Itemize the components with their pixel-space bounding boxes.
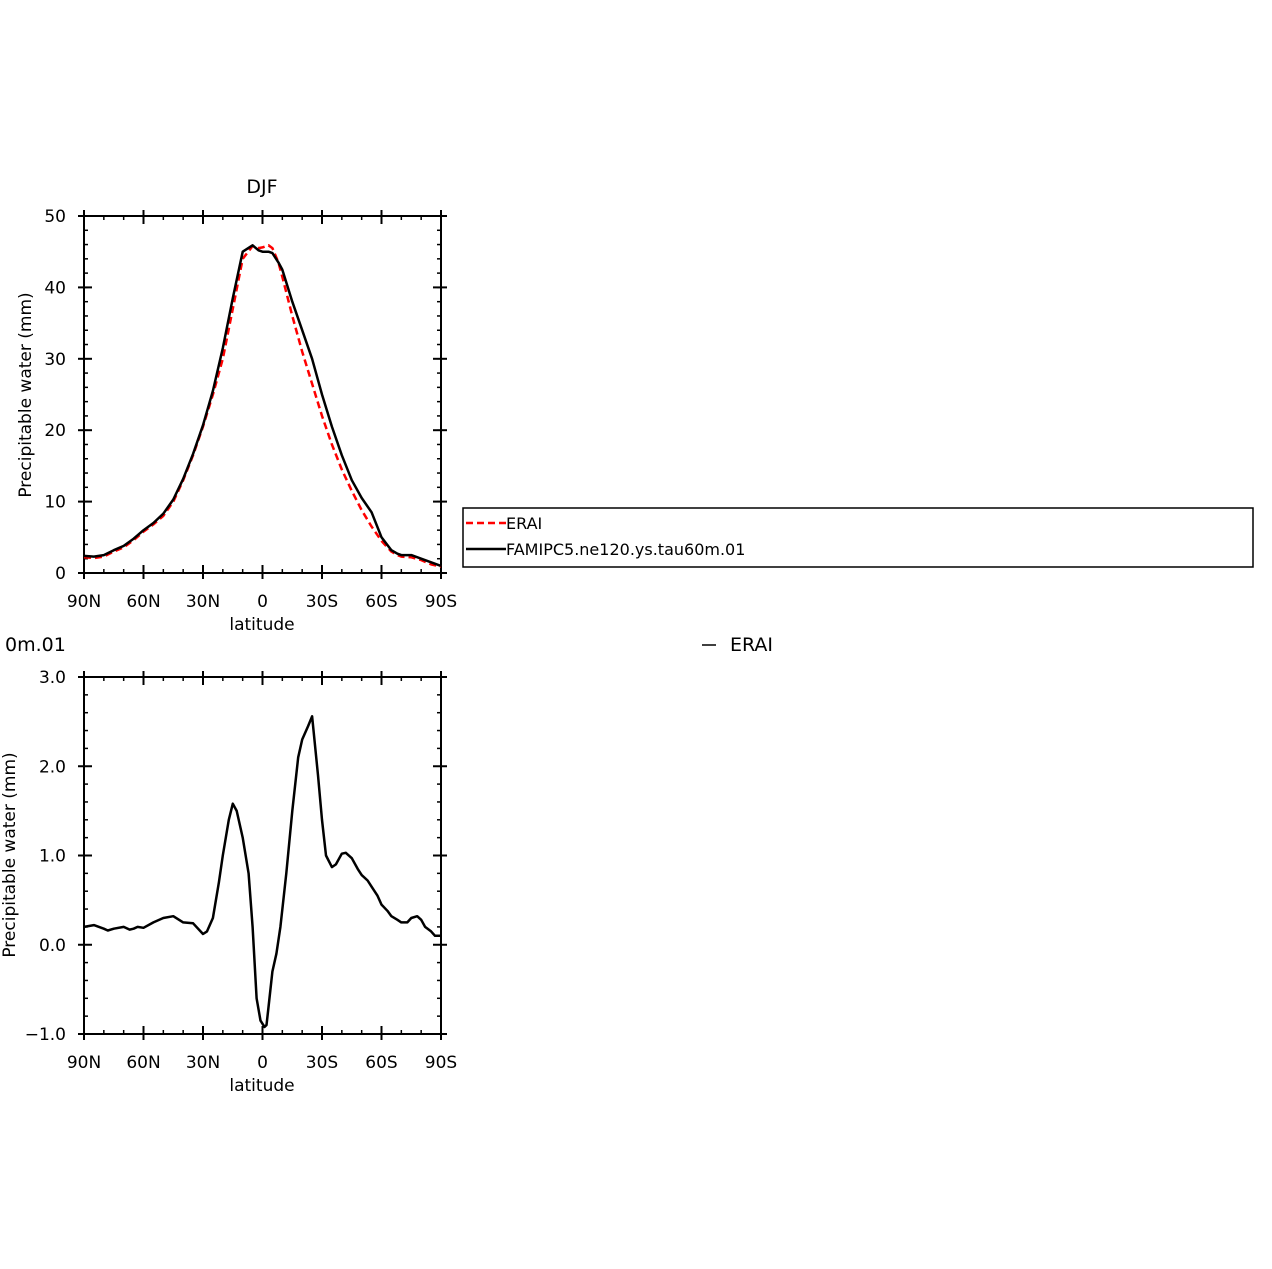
legend-label-erai: ERAI (506, 514, 542, 533)
top-plot-frame (83, 215, 442, 574)
x-tick-label: 90S (425, 592, 457, 612)
x-tick-label: 90N (67, 1053, 101, 1073)
bottom-legend-fragment-label: ERAI (730, 634, 773, 656)
legend-label-model: FAMIPC5.ne120.ys.tau60m.01 (506, 540, 745, 559)
y-tick-label: 0.0 (39, 936, 66, 956)
y-tick-label: 40 (44, 278, 66, 298)
legend-box (462, 507, 1254, 568)
top-tick-marks (78, 210, 447, 579)
bottom-title-fragment: 0m.01 (5, 634, 66, 656)
x-tick-label: 90S (425, 1053, 457, 1073)
y-tick-label: 20 (44, 421, 66, 441)
top-title: DJF (246, 176, 277, 198)
x-tick-label: 30S (306, 1053, 338, 1073)
top-series-lines (83, 244, 442, 568)
top-y-tick-labels: 0 10 20 30 40 50 (44, 207, 66, 584)
bottom-x-tick-labels: 90N 60N 30N 0 30S 60S 90S (67, 1053, 457, 1073)
y-tick-label: 50 (44, 207, 66, 227)
legend: ERAI FAMIPC5.ne120.ys.tau60m.01 (462, 507, 1254, 568)
series-line-famipc5-ne120-ys-tau60m-01 (83, 244, 442, 568)
bottom-y-axis-label: Precipitable water (mm) (0, 752, 20, 957)
x-tick-label: 30S (306, 592, 338, 612)
top-panel: DJF 90N 60N 30N 0 30S 60S 90S 0 10 20 30 40 50 lati… (16, 176, 457, 635)
y-tick-label: 2.0 (39, 757, 66, 777)
bottom-tick-marks (78, 671, 447, 1040)
bottom-panel: 0m.01 ERAI 90N 60N 30N 0 30S 60S 90S −1.0 0.0 1.… (0, 634, 773, 1096)
x-tick-label: 0 (257, 1053, 268, 1073)
x-tick-label: 30N (186, 592, 220, 612)
y-tick-label: 30 (44, 350, 66, 370)
y-tick-label: 3.0 (39, 668, 66, 688)
bottom-series-lines (83, 715, 441, 1029)
series-line-difference (83, 715, 441, 1029)
x-tick-label: 60S (365, 592, 397, 612)
y-tick-label: 1.0 (39, 847, 66, 867)
y-tick-label: 0 (55, 564, 66, 584)
x-tick-label: 30N (186, 1053, 220, 1073)
x-tick-label: 60N (126, 592, 160, 612)
y-tick-label: 10 (44, 493, 66, 513)
bottom-plot-frame (83, 676, 442, 1035)
top-y-axis-label: Precipitable water (mm) (16, 292, 36, 497)
bottom-y-tick-labels: −1.0 0.0 1.0 2.0 3.0 (25, 668, 66, 1045)
series-line-erai (83, 244, 442, 568)
x-tick-label: 0 (257, 592, 268, 612)
x-tick-label: 60N (126, 1053, 160, 1073)
top-x-tick-labels: 90N 60N 30N 0 30S 60S 90S (67, 592, 457, 612)
x-tick-label: 60S (365, 1053, 397, 1073)
bottom-x-axis-label: latitude (229, 1076, 294, 1096)
y-tick-label: −1.0 (25, 1025, 66, 1045)
top-x-axis-label: latitude (229, 615, 294, 635)
x-tick-label: 90N (67, 592, 101, 612)
